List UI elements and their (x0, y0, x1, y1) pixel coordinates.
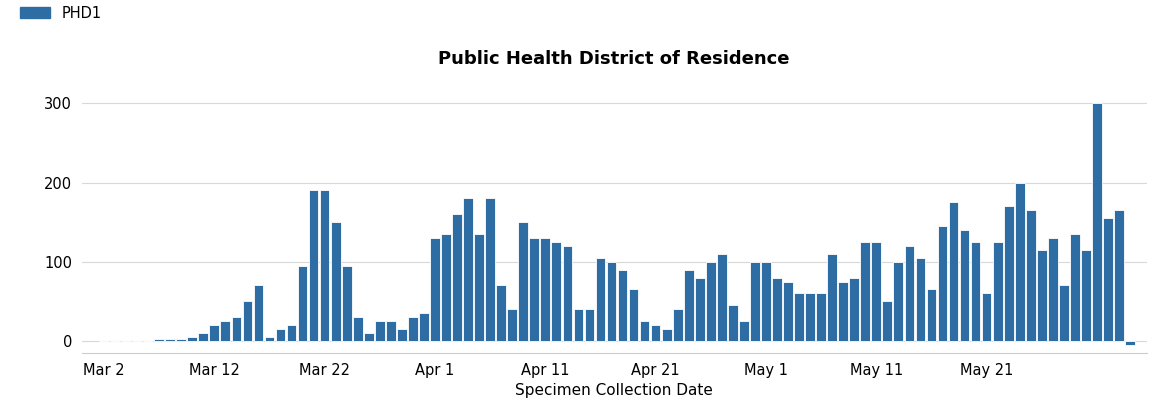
Bar (486, 198, 495, 341)
Bar (882, 301, 893, 341)
Bar (1037, 250, 1047, 341)
Bar (618, 270, 627, 341)
Bar (949, 202, 958, 341)
Bar (794, 294, 804, 341)
Bar (199, 333, 208, 341)
Bar (563, 246, 572, 341)
Bar (894, 262, 903, 341)
Bar (1081, 250, 1090, 341)
Bar (762, 262, 771, 341)
Bar (309, 190, 318, 341)
Bar (606, 262, 617, 341)
Bar (209, 325, 219, 341)
Bar (441, 234, 450, 341)
Bar (154, 339, 164, 341)
Bar (264, 337, 274, 341)
Bar (342, 266, 351, 341)
Bar (772, 278, 782, 341)
Bar (496, 286, 505, 341)
Bar (927, 289, 936, 341)
Bar (904, 246, 914, 341)
Bar (1092, 103, 1102, 341)
Bar (1004, 206, 1013, 341)
Bar (728, 305, 738, 341)
Bar (860, 242, 870, 341)
Bar (739, 321, 749, 341)
Legend: PHD1: PHD1 (15, 0, 108, 26)
Bar (254, 286, 263, 341)
Bar (276, 329, 285, 341)
Bar (165, 339, 175, 341)
Bar (872, 242, 881, 341)
Bar (651, 325, 661, 341)
Bar (508, 309, 517, 341)
Bar (640, 321, 649, 341)
Bar (1126, 341, 1135, 345)
Bar (529, 238, 539, 341)
Bar (187, 337, 197, 341)
Bar (827, 254, 837, 341)
Bar (463, 198, 473, 341)
Bar (1103, 218, 1113, 341)
Bar (849, 278, 859, 341)
Bar (1059, 286, 1068, 341)
Bar (916, 258, 925, 341)
Bar (717, 254, 727, 341)
Bar (220, 321, 230, 341)
Bar (596, 258, 605, 341)
Bar (541, 238, 550, 341)
Bar (551, 242, 562, 341)
Bar (518, 222, 528, 341)
Bar (1048, 238, 1058, 341)
Bar (959, 230, 970, 341)
Bar (993, 242, 1003, 341)
Bar (628, 289, 639, 341)
Bar (573, 309, 584, 341)
Bar (1114, 210, 1124, 341)
Bar (673, 309, 682, 341)
Bar (177, 339, 186, 341)
Bar (331, 222, 340, 341)
Bar (982, 294, 991, 341)
Bar (408, 317, 418, 341)
Bar (817, 294, 826, 341)
Bar (232, 317, 241, 341)
Bar (364, 333, 373, 341)
Bar (242, 301, 253, 341)
Bar (1014, 183, 1025, 341)
Bar (374, 321, 385, 341)
Bar (386, 321, 395, 341)
Bar (662, 329, 672, 341)
Bar (474, 234, 484, 341)
Bar (695, 278, 704, 341)
Title: Public Health District of Residence: Public Health District of Residence (439, 50, 790, 68)
Bar (839, 281, 848, 341)
Bar (353, 317, 363, 341)
Bar (297, 266, 308, 341)
Bar (287, 325, 296, 341)
Bar (706, 262, 716, 341)
Bar (971, 242, 980, 341)
Bar (452, 214, 462, 341)
Bar (937, 226, 948, 341)
Bar (1026, 210, 1035, 341)
Bar (397, 329, 407, 341)
Bar (319, 190, 330, 341)
Bar (805, 294, 815, 341)
X-axis label: Specimen Collection Date: Specimen Collection Date (515, 383, 714, 398)
Bar (783, 281, 793, 341)
Bar (684, 270, 694, 341)
Bar (750, 262, 759, 341)
Bar (431, 238, 440, 341)
Bar (1071, 234, 1080, 341)
Bar (419, 313, 428, 341)
Bar (585, 309, 594, 341)
